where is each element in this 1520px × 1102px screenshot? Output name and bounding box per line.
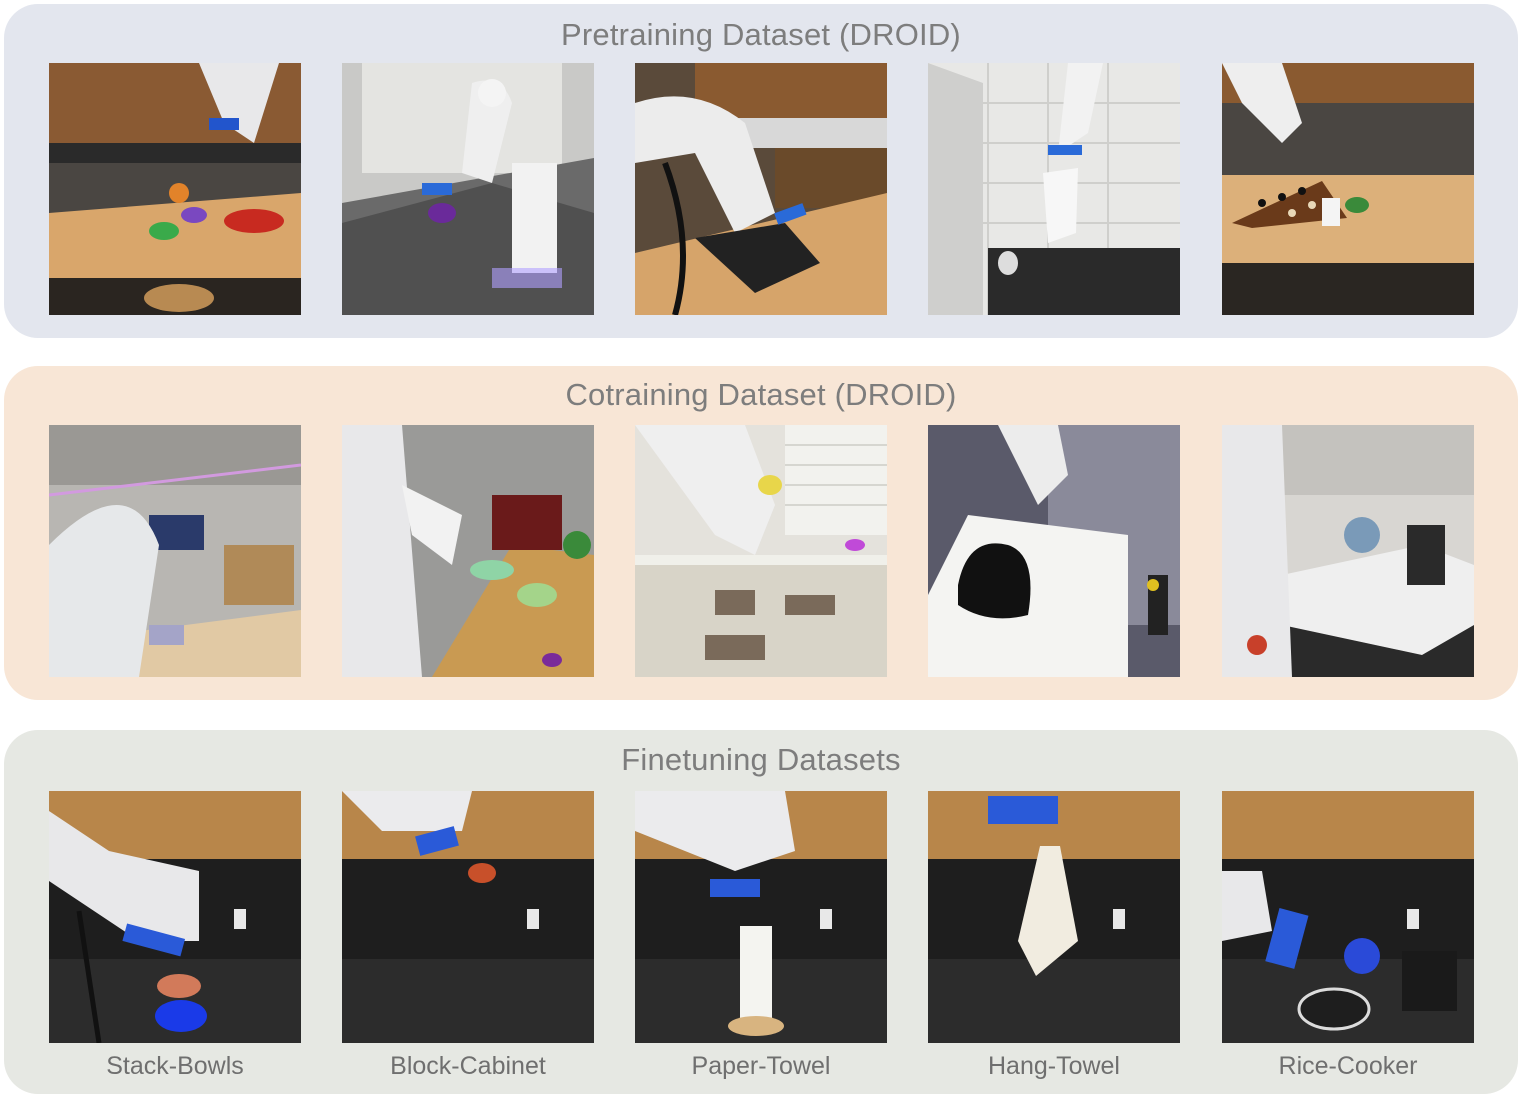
robot-chessboard-photo: [1222, 63, 1474, 315]
caption-paper-towel: Paper-Towel: [691, 1052, 831, 1080]
lab-robot-counter-photo: [342, 63, 594, 315]
robot-bag-white-table-photo: [928, 425, 1180, 677]
finetuning-image-5: [1222, 791, 1474, 1043]
caption-block-cabinet: Block-Cabinet: [390, 1052, 546, 1080]
pretraining-image-1: [49, 63, 301, 315]
finetuning-image-3: [635, 791, 887, 1043]
cotraining-image-3: [635, 425, 887, 677]
finetuning-image-2: [342, 791, 594, 1043]
robot-cloth-tile-wall-photo: [928, 63, 1180, 315]
robot-cloth-counter-photo: [635, 63, 887, 315]
robot-window-shelf-photo: [635, 425, 887, 677]
cotraining-image-1: [49, 425, 301, 677]
pretraining-image-3: [635, 63, 887, 315]
finetuning-image-1: [49, 791, 301, 1043]
finetuning-panel: Finetuning Datasets: [4, 730, 1518, 1094]
caption-stack-bowls: Stack-Bowls: [106, 1052, 244, 1080]
robot-paper-towel-photo: [635, 791, 887, 1043]
cotraining-panel: Cotraining Dataset (DROID): [4, 366, 1518, 700]
robot-kitchen-coffee-maker-photo: [1222, 425, 1474, 677]
robot-rice-cooker-photo: [1222, 791, 1474, 1043]
robot-block-cabinet-photo: [342, 791, 594, 1043]
caption-rice-cooker: Rice-Cooker: [1278, 1052, 1418, 1080]
kitchen-robot-bowls-photo: [49, 63, 301, 315]
cotraining-image-2: [342, 425, 594, 677]
pretraining-title: Pretraining Dataset (DROID): [561, 17, 961, 52]
robot-microwave-table-photo: [342, 425, 594, 677]
finetuning-title: Finetuning Datasets: [621, 742, 901, 777]
caption-hang-towel: Hang-Towel: [987, 1052, 1120, 1080]
cotraining-title: Cotraining Dataset (DROID): [565, 377, 957, 412]
cotraining-image-4: [928, 425, 1180, 677]
robot-hang-towel-photo: [928, 791, 1180, 1043]
cotraining-image-5: [1222, 425, 1474, 677]
finetuning-image-4: [928, 791, 1180, 1043]
robot-warehouse-table-photo: [49, 425, 301, 677]
pretraining-image-4: [928, 63, 1180, 315]
pretraining-image-2: [342, 63, 594, 315]
pretraining-panel: Pretraining Dataset (DROID): [4, 4, 1518, 338]
robot-stack-bowls-photo: [49, 791, 301, 1043]
pretraining-image-5: [1222, 63, 1474, 315]
